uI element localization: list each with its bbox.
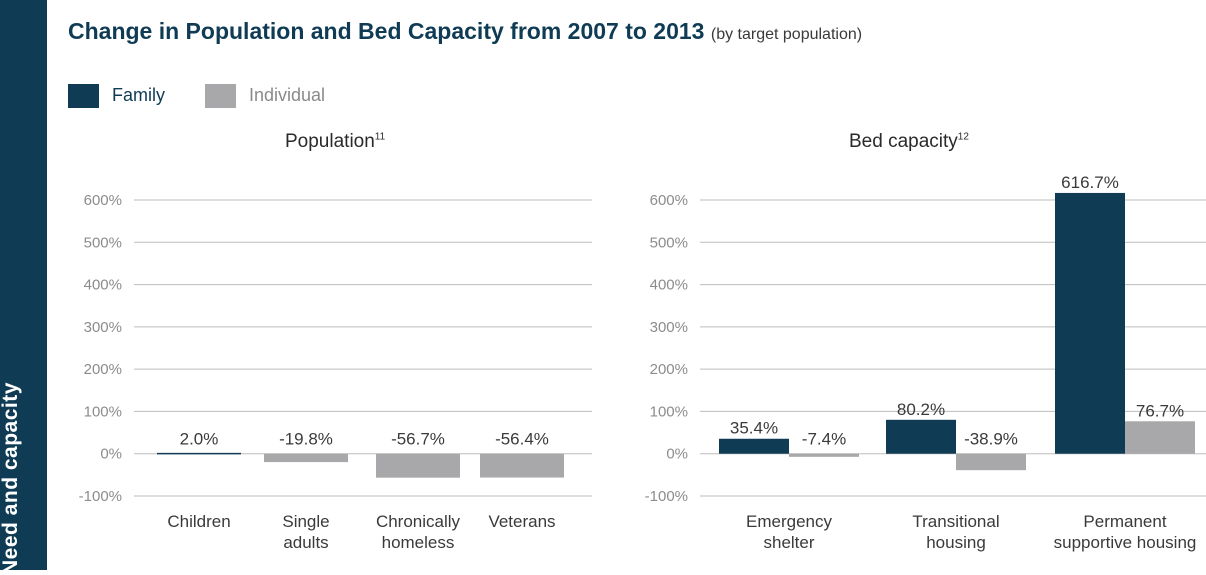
bed-capacity-bar-individual: [956, 453, 1026, 471]
population-bar: [480, 453, 564, 478]
population-y-tick-label: 600%: [84, 192, 122, 209]
population-title-text: Population: [285, 131, 375, 152]
bed-capacity-value-label-family: 616.7%: [1061, 173, 1119, 192]
sidebar-band: Need and capacity: [0, 0, 47, 575]
population-value-label: -56.4%: [495, 430, 549, 449]
bed-capacity-bar-individual: [789, 453, 859, 457]
population-value-label: -56.7%: [391, 430, 445, 449]
bed-capacity-bar-family: [1055, 192, 1125, 454]
bed-capacity-y-tick-label: 0%: [666, 446, 688, 463]
population-bar: [264, 453, 348, 463]
legend-swatch-individual: [205, 84, 236, 108]
bed-capacity-y-tick-label: 600%: [650, 192, 688, 209]
bed-capacity-value-label-individual: 76.7%: [1136, 401, 1184, 420]
population-category-label: Single adults: [282, 512, 329, 552]
bed-capacity-panel-title: Bed capacity12: [849, 131, 969, 153]
population-y-tick-label: 300%: [84, 319, 122, 336]
population-y-tick-label: 200%: [84, 361, 122, 378]
bed-capacity-bar-family: [886, 419, 956, 454]
population-bar: [157, 452, 241, 455]
legend-label-individual: Individual: [249, 85, 326, 105]
bed-capacity-value-label-individual: -38.9%: [964, 430, 1018, 449]
population-y-tick-label: 500%: [84, 234, 122, 251]
population-category-label: Children: [167, 512, 230, 531]
population-category-label: Veterans: [488, 512, 555, 531]
bed-capacity-value-label-individual: -7.4%: [802, 430, 846, 449]
bed-capacity-y-tick-label: 500%: [650, 234, 688, 251]
population-y-tick-label: 400%: [84, 277, 122, 294]
title-subtitle: (by target population): [710, 26, 863, 43]
legend-swatch-family: [68, 84, 99, 108]
bed-capacity-y-tick-label: 200%: [650, 361, 688, 378]
bed-capacity-y-tick-label: 400%: [650, 277, 688, 294]
population-value-label: -19.8%: [279, 430, 333, 449]
population-title-footnote: 11: [374, 131, 386, 143]
population-bar: [376, 453, 460, 478]
bed-capacity-bar-family: [719, 438, 789, 454]
bed-capacity-category-label: Transitional housing: [912, 512, 999, 552]
chart-title: Change in Population and Bed Capacity fr…: [68, 18, 862, 45]
bed-capacity-value-label-family: 80.2%: [897, 400, 945, 419]
bed-capacity-title-text: Bed capacity: [849, 131, 958, 152]
bed-capacity-y-tick-label: 100%: [650, 403, 688, 420]
population-category-label: Chronically homeless: [376, 512, 461, 552]
population-y-tick-label: -100%: [79, 488, 122, 505]
legend-label-family: Family: [112, 85, 165, 105]
title-main: Change in Population and Bed Capacity fr…: [68, 18, 705, 44]
population-panel-title: Population11: [285, 131, 385, 153]
bed-capacity-value-label-family: 35.4%: [730, 419, 778, 438]
bed-capacity-bar-individual: [1125, 421, 1195, 454]
bed-capacity-category-label: Emergency shelter: [746, 512, 832, 552]
bed-capacity-category-label: Permanent supportive housing: [1054, 512, 1197, 552]
bed-capacity-title-footnote: 12: [957, 131, 969, 143]
population-value-label: 2.0%: [180, 430, 219, 449]
bed-capacity-y-tick-label: -100%: [645, 488, 688, 505]
bed-capacity-y-tick-label: 300%: [650, 319, 688, 336]
population-y-tick-label: 100%: [84, 403, 122, 420]
population-y-tick-label: 0%: [100, 446, 122, 463]
